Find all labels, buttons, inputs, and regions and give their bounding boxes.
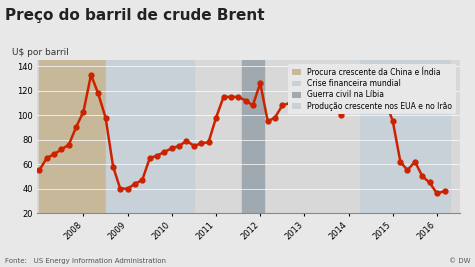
- Text: U$ por barril: U$ por barril: [12, 48, 68, 57]
- Text: Preço do barril de crude Brent: Preço do barril de crude Brent: [5, 8, 265, 23]
- Text: Fonte:   US Energy Information Administration: Fonte: US Energy Information Administrat…: [5, 258, 166, 264]
- Text: © DW: © DW: [449, 258, 470, 264]
- Legend: Procura crescente da China e Índia, Crise financeira mundial, Guerra civil na Lí: Procura crescente da China e Índia, Cris…: [288, 64, 456, 115]
- Bar: [360, 60, 450, 213]
- Bar: [39, 60, 105, 213]
- Bar: [242, 60, 264, 213]
- Bar: [105, 60, 194, 213]
